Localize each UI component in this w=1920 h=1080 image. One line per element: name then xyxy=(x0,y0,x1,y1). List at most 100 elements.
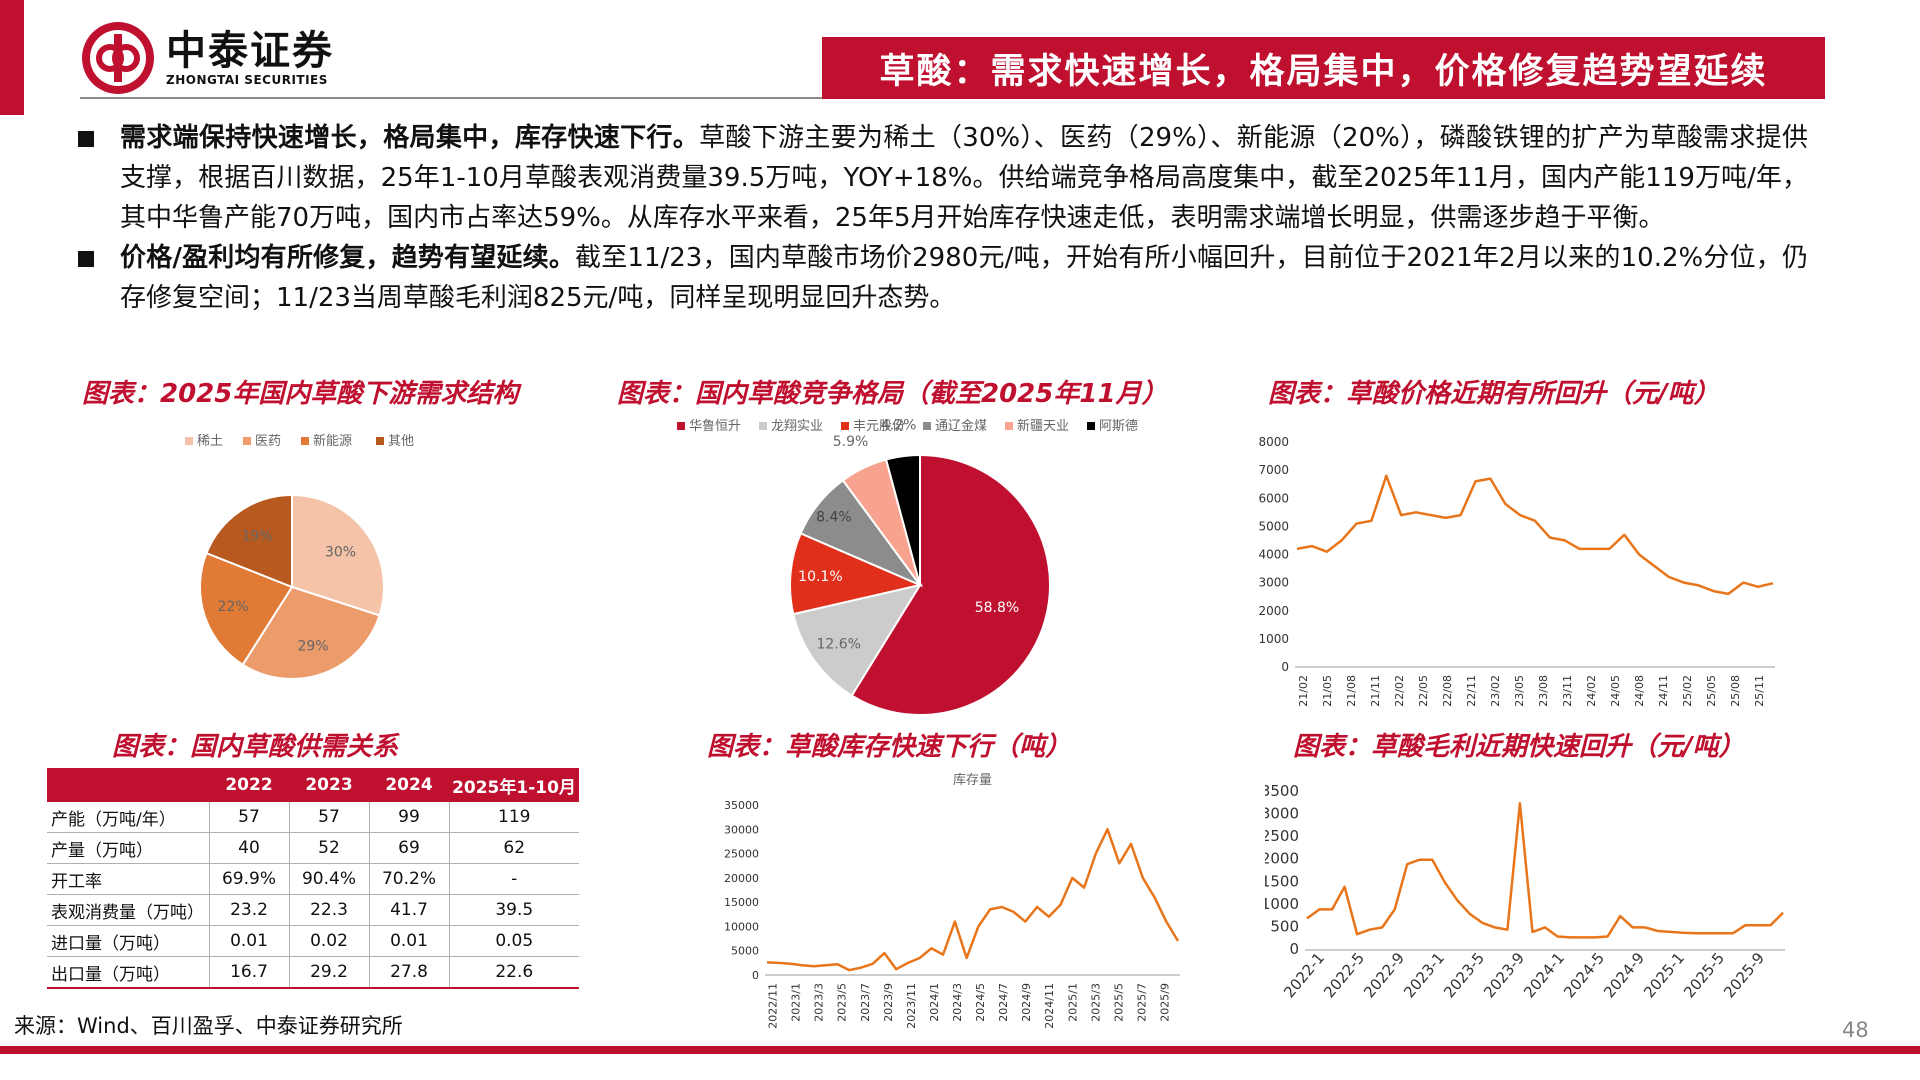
x-tick-label: 2025/7 xyxy=(1135,983,1148,1022)
y-tick-label: 500 xyxy=(1270,917,1299,935)
x-tick-label: 2023/3 xyxy=(813,983,826,1022)
pie-slice xyxy=(789,532,924,616)
x-tick-label: 2024/1 xyxy=(928,983,941,1022)
pie-slice xyxy=(884,453,921,586)
legend-label: 其他 xyxy=(388,434,414,449)
x-tick-label: 2025/3 xyxy=(1089,983,1102,1022)
x-tick-label: 2023-1 xyxy=(1400,949,1448,1001)
x-tick-label: 2023/5 xyxy=(836,983,849,1022)
table-cell: 57 xyxy=(209,802,290,833)
table-cell: 52 xyxy=(289,832,370,864)
x-tick-label: 2025/1 xyxy=(1066,983,1079,1022)
table-cell: 29.2 xyxy=(289,956,370,989)
table-cell: 表观消费量（万吨） xyxy=(47,894,210,926)
bullet-item-price: 价格/盈利均有所修复，趋势有望延续。截至11/23，国内草酸市场价2980元/吨… xyxy=(68,238,1808,318)
legend-label: 新能源 xyxy=(313,433,352,449)
brand-name-cn: 中泰证券 xyxy=(166,28,334,74)
price-line-chart: 0 1000 2000 3000 4000 5000 6000 7000 8000 21/02 21… xyxy=(1258,435,1775,707)
bullet-text: 截至11/23，国内草酸市场价2980元/吨，开始有所小幅回升，目前位于2021… xyxy=(120,243,1808,313)
pie-slice xyxy=(199,551,294,667)
table-cell: 0.02 xyxy=(289,925,370,957)
legend-label: 新疆天业 xyxy=(1017,418,1069,434)
supply-demand-table: 2022 2023 2024 2025年1-10月 产能（万吨/年） 57 57 99… xyxy=(47,768,579,989)
legend-swatch xyxy=(841,422,849,430)
y-tick-label: 2000 xyxy=(1258,604,1289,618)
x-tick-label: 2023/11 xyxy=(905,983,918,1029)
y-tick-label: 1500 xyxy=(1265,872,1299,890)
x-tick-label: 23/11 xyxy=(1561,675,1574,707)
inventory-line-chart: 库存量 0 5000 10000 15000 20000 25000 30000 35000 20… xyxy=(724,772,1180,1029)
x-tick-label: 2023/9 xyxy=(882,983,895,1022)
pie-slice xyxy=(205,493,293,589)
table-cell: 69.9% xyxy=(209,863,290,895)
legend-swatch xyxy=(1005,422,1013,430)
y-tick-label: 1000 xyxy=(1265,895,1299,913)
pie-slice xyxy=(850,453,1051,716)
x-tick-label: 25/11 xyxy=(1753,675,1766,707)
brand-name-en: ZHONGTAI SECURITIES xyxy=(166,73,328,87)
x-tick-label: 23/08 xyxy=(1537,675,1550,707)
table-header-cell: 2024 xyxy=(369,768,449,802)
legend-swatch xyxy=(376,437,384,445)
table-cell: 0.05 xyxy=(449,925,579,957)
x-tick-label: 2023-9 xyxy=(1480,949,1528,1001)
table-cell: 70.2% xyxy=(369,863,450,895)
legend-swatch xyxy=(677,422,685,430)
x-tick-label: 24/02 xyxy=(1585,675,1598,707)
x-tick-label: 2024/11 xyxy=(1043,983,1056,1029)
x-tick-label: 2022-1 xyxy=(1280,949,1328,1001)
legend-label: 阿斯德 xyxy=(1099,419,1138,434)
x-tick-label: 2024/3 xyxy=(951,983,964,1022)
y-tick-label: 1000 xyxy=(1258,632,1289,646)
gross-profit-line-chart: 0 500 1000 1500 2000 2500 3000 3500 2022-12022-5… xyxy=(1265,782,1785,1001)
table-header-cell: 2023 xyxy=(289,768,369,802)
y-tick-label: 0 xyxy=(1281,660,1289,674)
legend-label: 华鲁恒升 xyxy=(689,419,741,434)
y-tick-label: 8000 xyxy=(1258,435,1289,449)
table-cell: 0.01 xyxy=(209,925,290,957)
x-tick-label: 2025/9 xyxy=(1158,983,1171,1022)
figure-title-competition: 图表：国内草酸竞争格局（截至2025年11月） xyxy=(617,379,1168,409)
page-title: 草酸：需求快速增长，格局集中，价格修复趋势望延续 xyxy=(822,37,1825,99)
x-tick-label: 23/02 xyxy=(1489,675,1502,707)
legend-swatch xyxy=(759,422,767,430)
source-note: 来源：Wind、百川盈孚、中泰证券研究所 xyxy=(14,1014,403,1038)
bullet-heading: 需求端保持快速增长，格局集中，库存快速下行。 xyxy=(120,123,700,153)
x-tick-label: 24/11 xyxy=(1657,675,1670,707)
y-tick-label: 3500 xyxy=(1265,782,1299,800)
zhongtai-logo-icon xyxy=(82,22,154,94)
table-header-cell: 2025年1-10月 xyxy=(449,768,579,802)
x-tick-label: 2023-5 xyxy=(1440,949,1488,1001)
x-tick-label: 2023/1 xyxy=(790,983,803,1022)
x-tick-label: 24/05 xyxy=(1609,675,1622,707)
y-tick-label: 2500 xyxy=(1265,827,1299,845)
table-row: 出口量（万吨） 16.7 29.2 27.8 22.6 xyxy=(47,956,579,989)
table-cell: 27.8 xyxy=(369,956,450,989)
x-tick-label: 2024-1 xyxy=(1520,949,1568,1001)
x-tick-label: 23/05 xyxy=(1513,675,1526,707)
pie-data-label: 5.9% xyxy=(833,434,869,450)
bullet-heading: 价格/盈利均有所修复，趋势有望延续。 xyxy=(120,243,576,273)
legend-label: 龙翔实业 xyxy=(771,419,823,434)
table-cell: 90.4% xyxy=(289,863,370,895)
x-tick-label: 21/02 xyxy=(1297,675,1310,707)
y-tick-label: 3000 xyxy=(1265,805,1299,823)
x-tick-label: 2025-1 xyxy=(1640,949,1688,1001)
table-cell: 出口量（万吨） xyxy=(47,956,210,989)
pie-data-label: 58.8% xyxy=(975,600,1019,616)
pie-data-label: 22% xyxy=(217,599,248,615)
x-tick-label: 2025-9 xyxy=(1720,949,1768,1001)
pie-data-label: 4.2% xyxy=(881,417,917,433)
pie-data-label: 12.6% xyxy=(816,636,860,652)
x-tick-label: 2024/9 xyxy=(1020,983,1033,1022)
pie-data-label: 29% xyxy=(297,638,328,654)
y-tick-label: 6000 xyxy=(1258,491,1289,505)
legend-swatch xyxy=(923,422,931,430)
figure-title-supply-demand: 图表：国内草酸供需关系 xyxy=(112,732,399,762)
table-cell: 39.5 xyxy=(449,894,579,926)
x-tick-label: 2023/7 xyxy=(859,983,872,1022)
legend-swatch xyxy=(1087,422,1095,430)
demand-structure-pie-chart: 稀土 医药 新能源 其他 30% 29% 22% 19% xyxy=(185,433,414,680)
y-tick-label: 3000 xyxy=(1258,576,1289,590)
x-tick-label: 2024-5 xyxy=(1560,949,1608,1001)
